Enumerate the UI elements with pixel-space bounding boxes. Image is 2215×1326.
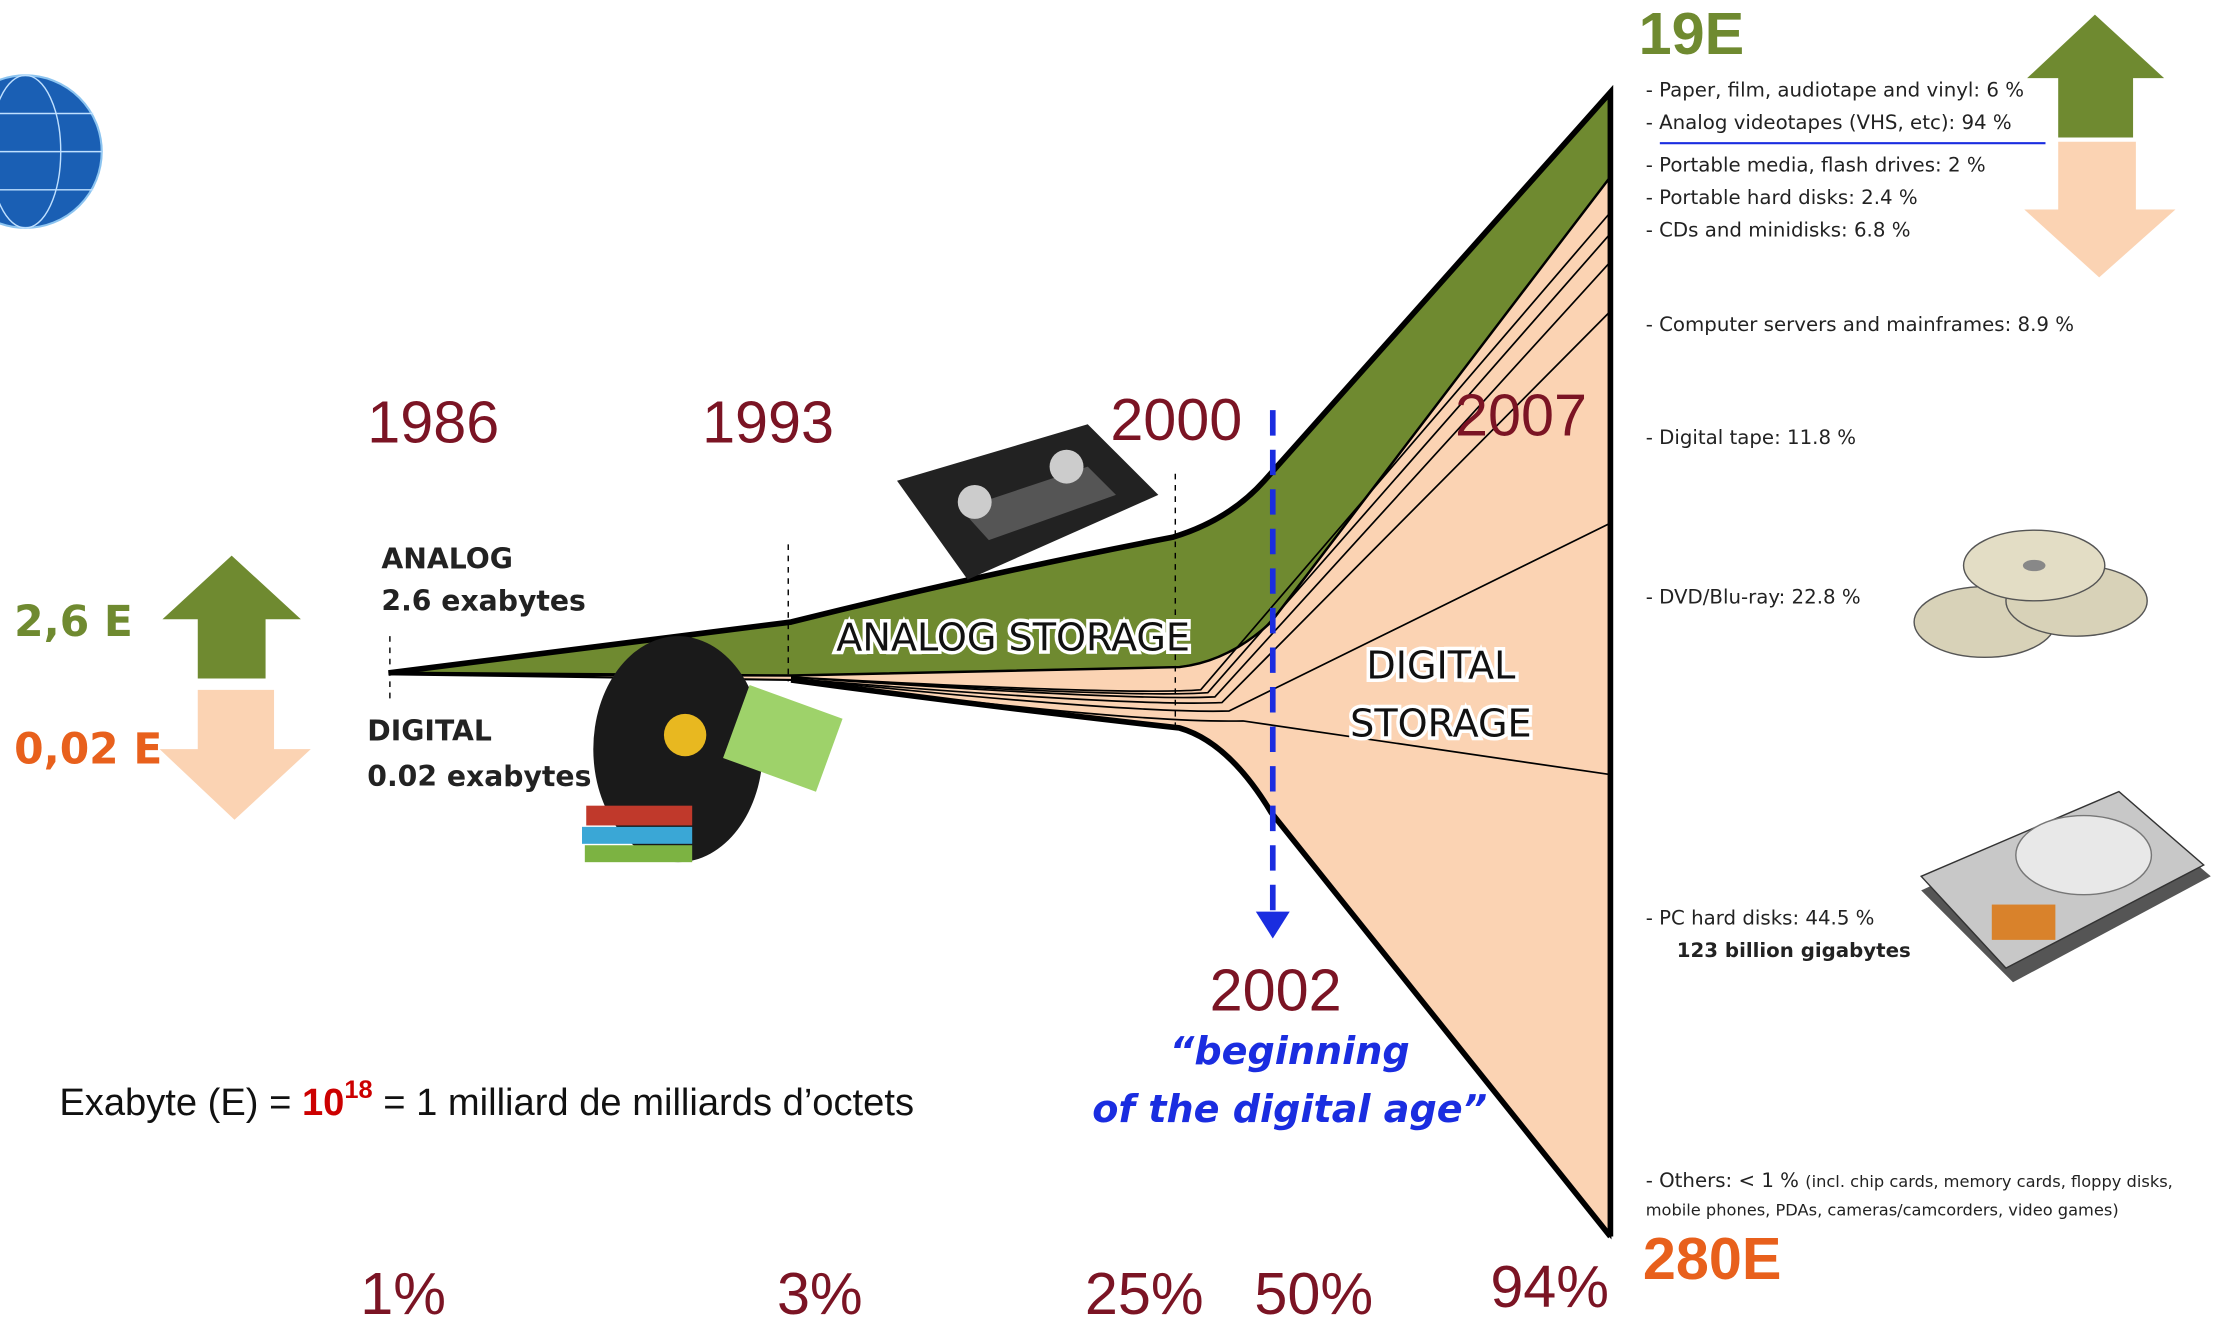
breakdown-item: - Portable media, flash drives: 2 % xyxy=(1646,153,1986,176)
year: 2000 xyxy=(1110,386,1242,453)
infographic: 19E 280E 2,6 E 0,02 E 1986 1993 2000 200… xyxy=(0,0,2215,1326)
breakdown-item: - Paper, film, audiotape and vinyl: 6 % xyxy=(1646,79,2024,102)
arrow-up xyxy=(162,556,300,679)
hdd-icon xyxy=(1921,792,2211,983)
year: 1986 xyxy=(367,389,499,456)
breakdown-item: - Computer servers and mainframes: 8.9 % xyxy=(1646,313,2074,336)
percentage: 1% xyxy=(360,1260,446,1326)
percentage: 25% xyxy=(1085,1260,1204,1326)
area-label: STORAGE xyxy=(1350,701,1531,745)
year: 2007 xyxy=(1455,382,1587,449)
percentage: 94% xyxy=(1490,1253,1609,1320)
start-label: 0.02 exabytes xyxy=(367,760,591,793)
top-total: 19E xyxy=(1639,0,1745,67)
breakdown-item: - Analog videotapes (VHS, etc): 94 % xyxy=(1646,111,2012,134)
definition-exponent: 18 xyxy=(344,1076,372,1104)
breakdown-item: - Portable hard disks: 2.4 % xyxy=(1646,186,1918,209)
breakdown-item: - Others: < 1 % xyxy=(1646,1169,1806,1192)
breakdown-item: - Others: < 1 % (incl. chip cards, memor… xyxy=(1646,1169,2173,1192)
disc-icon xyxy=(1914,530,2147,657)
left-digital-total: 0,02 E xyxy=(14,724,162,773)
breakdown-item: - DVD/Blu-ray: 22.8 % xyxy=(1646,586,1861,609)
arrow-up xyxy=(2027,15,2164,138)
left-analog-total: 2,6 E xyxy=(14,597,133,646)
definition-base: 10 xyxy=(302,1081,344,1124)
year: 1993 xyxy=(702,389,834,456)
percentage: 50% xyxy=(1254,1260,1373,1326)
bottom-total: 280E xyxy=(1643,1225,1782,1292)
milestone-year: 2002 xyxy=(1210,957,1342,1024)
milestone-caption: of the digital age” xyxy=(1092,1087,1487,1131)
breakdown-note: (incl. chip cards, memory cards, floppy … xyxy=(1805,1172,2173,1191)
start-label: 2.6 exabytes xyxy=(381,585,585,618)
globe-icon xyxy=(0,75,102,228)
definition: Exabyte (E) = 1018 = 1 milliard de milli… xyxy=(59,1076,914,1124)
percentage: 3% xyxy=(777,1260,863,1326)
milestone-arrow xyxy=(1256,912,1290,939)
area-label: DIGITAL xyxy=(1366,644,1516,688)
arrow-down xyxy=(2024,142,2175,278)
breakdown-item: - Digital tape: 11.8 % xyxy=(1646,426,1856,449)
breakdown-item: - PC hard disks: 44.5 % xyxy=(1646,906,1875,929)
definition-text: Exabyte (E) = xyxy=(59,1081,302,1124)
start-label: DIGITAL xyxy=(367,715,492,748)
breakdown-item: - CDs and minidisks: 6.8 % xyxy=(1646,218,1911,241)
area-label: ANALOG STORAGE xyxy=(836,615,1190,659)
breakdown-detail: 123 billion gigabytes xyxy=(1677,939,1911,962)
breakdown-note: mobile phones, PDAs, cameras/camcorders,… xyxy=(1646,1200,2119,1219)
definition-text: = 1 milliard de milliards d’octets xyxy=(373,1081,914,1124)
start-label: ANALOG xyxy=(381,542,513,575)
milestone-caption: “beginning xyxy=(1170,1029,1410,1073)
arrow-down xyxy=(160,690,311,820)
